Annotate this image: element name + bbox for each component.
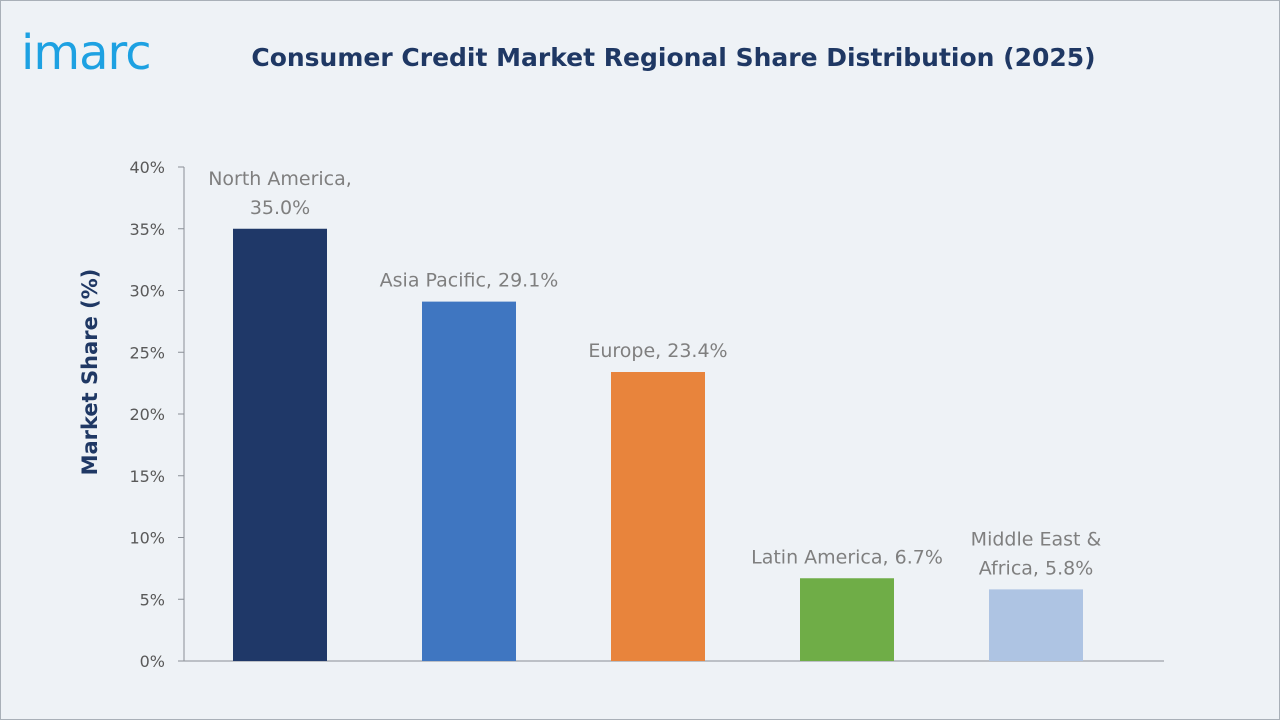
data-label: Middle East & [971,528,1102,550]
imarc-logo: imarc [21,23,211,83]
bar [233,228,327,661]
bar [422,301,516,661]
y-tick-label: 35% [129,220,165,239]
y-tick-label: 20% [129,405,165,424]
data-label: Africa, 5.8% [979,557,1094,579]
y-tick-label: 0% [140,652,165,671]
data-label: North America, [208,168,352,190]
y-tick-label: 10% [129,529,165,548]
bar [989,589,1083,661]
bar [611,372,705,661]
y-axis-title: Market Share (%) [78,269,102,476]
logo-text: imarc [21,25,152,81]
data-label: 35.0% [250,197,310,219]
y-tick-label: 25% [129,343,165,362]
y-tick-label: 40% [129,158,165,177]
bar [800,578,894,661]
y-tick-label: 30% [129,282,165,301]
data-label: Europe, 23.4% [588,340,727,362]
data-label: Latin America, 6.7% [751,546,943,568]
data-label: Asia Pacific, 29.1% [380,270,559,292]
y-tick-label: 15% [129,467,165,486]
chart-title: Consumer Credit Market Regional Share Di… [251,43,1096,72]
y-tick-label: 5% [140,590,165,609]
